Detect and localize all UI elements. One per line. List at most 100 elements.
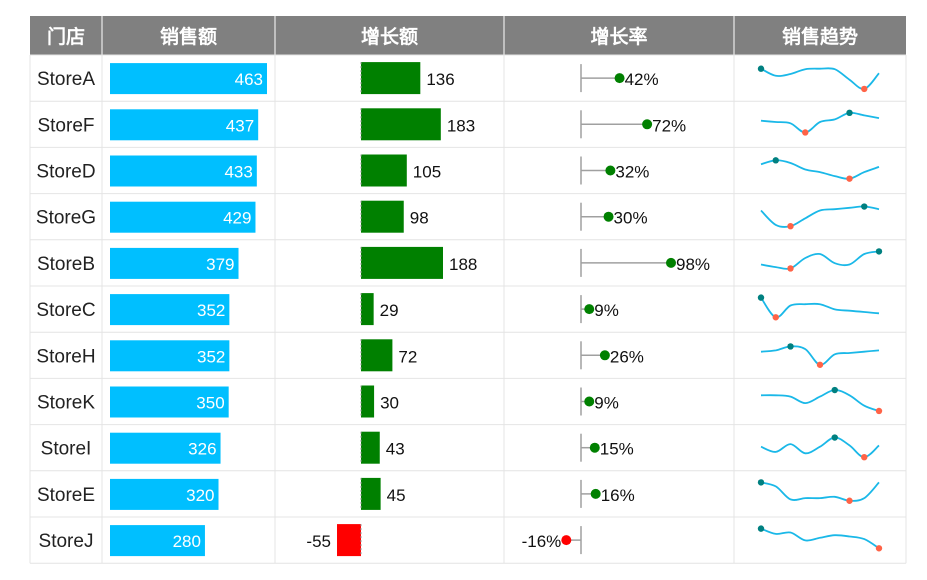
sales-bar (110, 294, 230, 326)
growth-label: 136 (426, 70, 454, 89)
trend-min-point (846, 175, 853, 182)
growth-bar (361, 477, 381, 510)
trend-min-point (861, 85, 868, 93)
growth-label: 45 (387, 486, 406, 505)
rate-label: 9% (594, 301, 619, 320)
growth-label: 188 (449, 255, 477, 274)
sales-bar (110, 63, 267, 95)
sales-bar (110, 432, 221, 464)
sales-trend-line (760, 250, 880, 270)
sales-trend-line (760, 297, 880, 319)
trend-min-point (861, 453, 868, 461)
store-name: StoreK (37, 393, 95, 414)
growth-label: 183 (447, 116, 475, 135)
growth-bar (361, 154, 407, 187)
column-header: 销售趋势 (782, 25, 858, 48)
store-name: StoreJ (39, 531, 94, 552)
growth-bar (361, 200, 404, 233)
sales-trend-line (760, 111, 880, 134)
sales-label: 379 (206, 255, 234, 274)
sales-label: 326 (188, 440, 216, 459)
rate-label: -16% (522, 532, 562, 551)
sales-trend-line (760, 436, 880, 459)
rate-label: 16% (601, 486, 635, 505)
sales-label: 352 (197, 347, 225, 366)
rate-label: 42% (625, 70, 659, 89)
sales-bar (110, 155, 257, 187)
trend-max-point (875, 248, 883, 255)
sales-bar (110, 109, 259, 141)
rate-dot (666, 257, 676, 268)
rate-dot (589, 442, 600, 453)
store-name: StoreI (41, 439, 92, 460)
store-name: StoreG (36, 208, 96, 229)
sales-bar (110, 386, 229, 418)
column-header: 门店 (47, 25, 85, 48)
sales-bar (110, 478, 219, 510)
sales-bar (110, 201, 256, 233)
store-name: StoreD (36, 162, 95, 183)
rate-label: 30% (614, 209, 648, 228)
column-header: 增长率 (590, 25, 647, 48)
growth-label: 29 (380, 301, 399, 320)
rate-label: 72% (652, 116, 686, 135)
store-name: StoreA (37, 69, 95, 90)
sales-label: 350 (196, 394, 224, 413)
store-name: StoreF (37, 115, 94, 136)
sales-label: 280 (173, 532, 201, 551)
trend-max-point (846, 109, 853, 117)
column-header: 销售额 (160, 25, 217, 48)
rate-label: 26% (610, 347, 644, 366)
sales-trend-line (760, 527, 880, 550)
sales-bar (110, 525, 205, 557)
header-bar (30, 16, 906, 55)
trend-min-point (772, 314, 779, 321)
trend-max-point (831, 386, 838, 394)
growth-label: -55 (306, 532, 331, 551)
growth-bar (361, 293, 374, 326)
sales-label: 429 (223, 209, 251, 228)
store-name: StoreC (36, 300, 95, 321)
trend-min-point (875, 545, 883, 552)
store-name: StoreH (36, 346, 95, 367)
rate-dot (603, 211, 614, 222)
rate-dot (584, 396, 595, 407)
trend-min-point (802, 129, 809, 136)
trend-min-point (787, 222, 794, 230)
sales-label: 437 (226, 116, 254, 135)
growth-bar (361, 246, 443, 279)
sales-trend-line (760, 205, 880, 228)
growth-bar (337, 524, 361, 557)
trend-min-point (875, 407, 883, 415)
sales-label: 433 (224, 163, 252, 182)
rate-dot (642, 119, 653, 130)
sales-label: 320 (186, 486, 214, 505)
growth-bar (361, 431, 380, 464)
rate-dot (590, 488, 601, 499)
rate-label: 32% (615, 163, 649, 182)
trend-min-point (787, 265, 794, 272)
trend-min-point (846, 497, 853, 504)
growth-label: 98 (410, 209, 429, 228)
store-name: StoreB (37, 254, 95, 275)
trend-max-point (787, 343, 794, 350)
growth-label: 30 (380, 394, 399, 413)
trend-max-point (831, 434, 838, 441)
rate-label: 98% (676, 255, 710, 274)
trend-max-point (757, 65, 765, 72)
sales-bar (110, 247, 239, 279)
growth-label: 72 (398, 347, 417, 366)
growth-label: 105 (413, 163, 441, 182)
trend-max-point (757, 525, 765, 532)
rate-dot (561, 535, 572, 546)
sales-label: 463 (235, 70, 263, 89)
sales-trend-line (760, 67, 880, 90)
store-name: StoreE (37, 485, 95, 506)
sales-trend-line (760, 159, 880, 180)
growth-bar (361, 108, 441, 141)
rate-dot (599, 350, 610, 361)
rate-dot (605, 165, 616, 176)
rate-dot (584, 304, 595, 315)
sales-trend-line (760, 481, 880, 502)
